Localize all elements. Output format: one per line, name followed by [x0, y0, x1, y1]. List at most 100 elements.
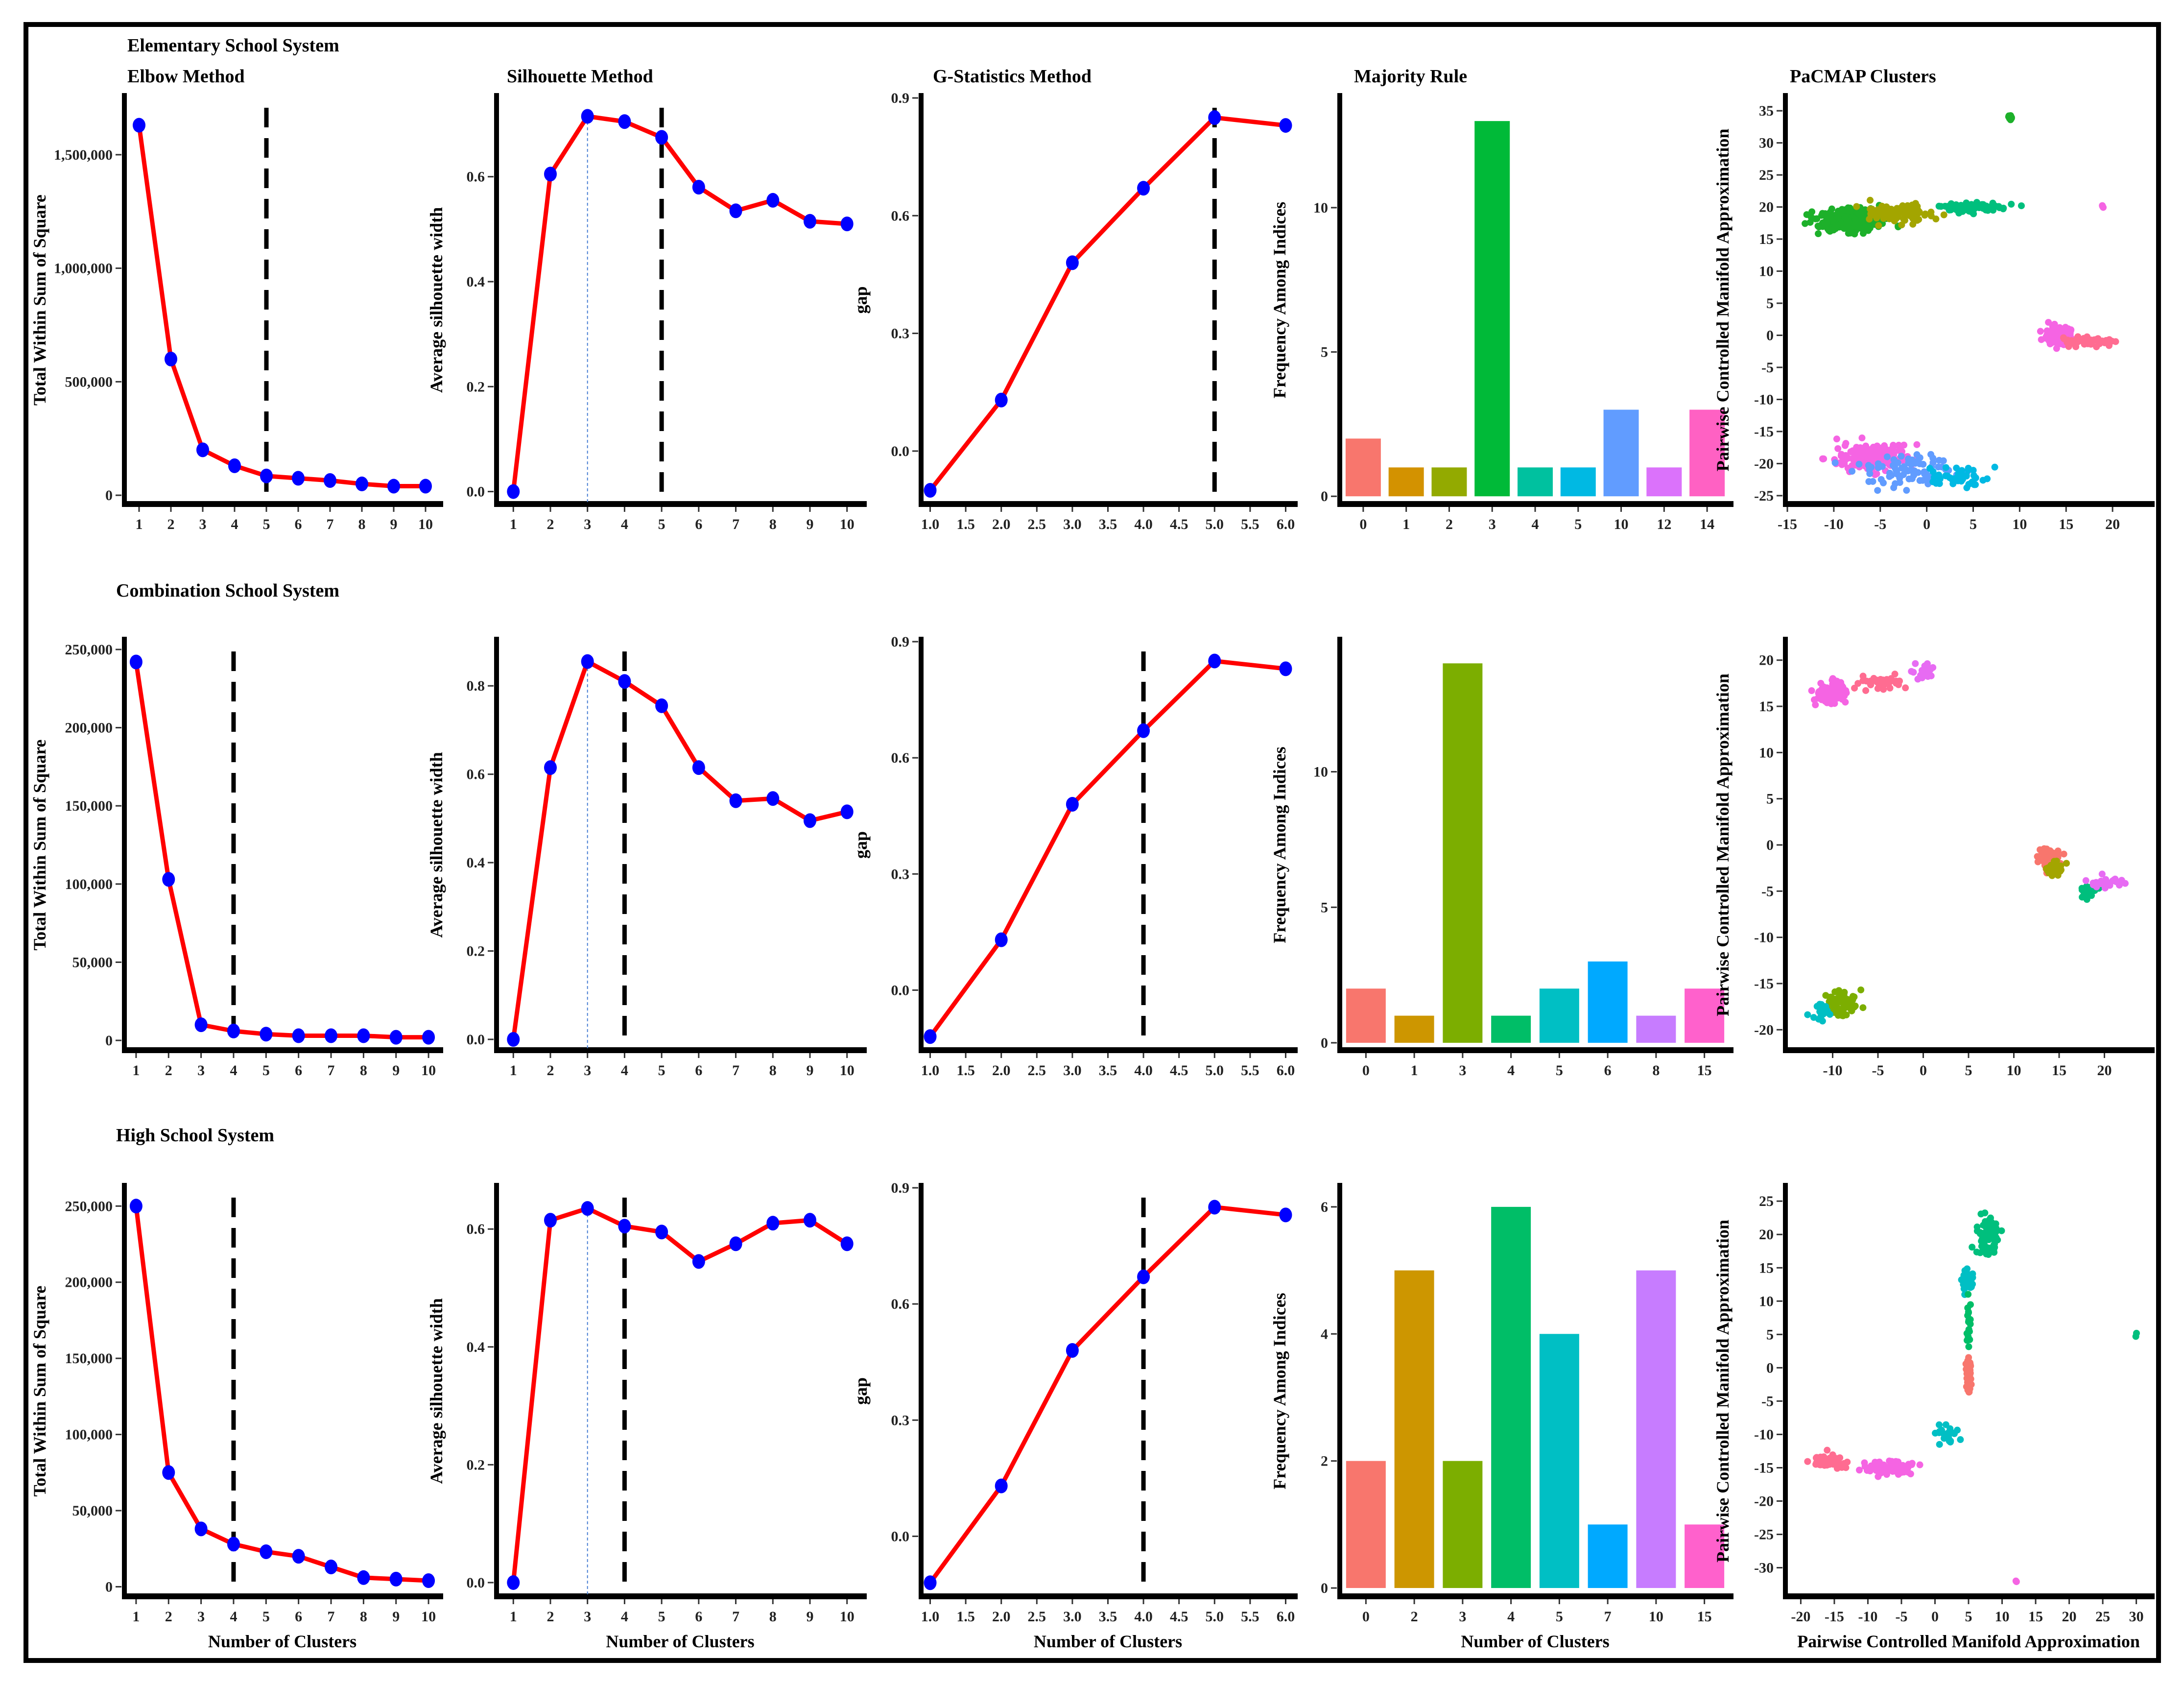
panel-r2-c0: 1 2 3 4 5 6 7 8 9 10 0 50,000 100,000 150,000 200,000 2… [30, 1183, 443, 1651]
x-tick-label: 6 [295, 516, 302, 532]
scatter-point [1932, 216, 1940, 223]
x-tick-label: 12 [1657, 516, 1671, 532]
y-axis-label: Pairwise Controlled Manifold Approximati… [1713, 1220, 1733, 1563]
scatter-point [1972, 481, 1979, 488]
scatter-point [1867, 196, 1874, 204]
x-tick-label: 2.0 [992, 1609, 1011, 1625]
figure-border [24, 22, 2161, 1663]
x-tick-label: 2 [1446, 516, 1453, 532]
x-tick-label: 7 [1604, 1609, 1612, 1625]
y-tick-label: 0 [1766, 328, 1774, 344]
scatter-point [1929, 664, 1937, 671]
y-tick-label: 5 [1321, 344, 1328, 361]
data-point [194, 1521, 208, 1537]
x-tick-label: 10 [2012, 516, 2027, 532]
x-tick-label: 9 [392, 1609, 400, 1625]
bar-15 [1685, 1524, 1725, 1588]
scatter-point [1833, 435, 1840, 443]
scatter-point [1880, 1467, 1888, 1474]
scatter-point [1895, 442, 1902, 450]
data-point [995, 1478, 1008, 1493]
data-point [692, 1254, 705, 1269]
scatter-cluster [1969, 1209, 2005, 1258]
scatter-point [1832, 222, 1839, 230]
y-tick-label: 500,000 [65, 374, 113, 390]
scatter-point [1849, 468, 1856, 475]
x-axis-label: Pairwise Controlled Manifold Approximati… [1797, 1632, 2140, 1651]
x-tick-label: 15 [1697, 1062, 1712, 1079]
x-tick-label: 4 [1532, 516, 1539, 532]
x-tick-label: -15 [1778, 516, 1797, 532]
data-point [924, 482, 937, 498]
series-line [928, 1205, 1286, 1584]
data-point [260, 468, 273, 483]
panel-r0-c2: 1.0 1.5 2.0 2.5 3.0 3.5 4.0 4.5 5.0 5.5 6.0 0.0 0.3 0… [851, 90, 1298, 532]
scatter-point [1807, 213, 1815, 220]
data-point [228, 458, 241, 473]
scatter-point [1927, 451, 1935, 458]
scatter-point [2018, 202, 2025, 210]
series-line [134, 1205, 429, 1583]
x-tick-label: 8 [769, 516, 777, 532]
x-tick-label: 5 [658, 1062, 665, 1079]
scatter-point [1841, 206, 1849, 214]
scatter-point [1868, 1462, 1875, 1469]
scatter-cluster [1856, 1457, 1923, 1480]
scatter-point [2082, 877, 2089, 884]
data-point [389, 1571, 403, 1587]
data-point [618, 674, 631, 689]
scatter-cluster [2060, 333, 2119, 351]
data-point [162, 872, 175, 887]
data-point [840, 1236, 854, 1251]
scatter-point [1822, 1007, 1829, 1014]
scatter-point [1908, 1460, 1916, 1467]
scatter-point [1815, 223, 1823, 231]
scatter-point [1852, 216, 1859, 223]
scatter-point [1874, 449, 1881, 456]
y-tick-label: 0.0 [891, 443, 910, 459]
scatter-point [1964, 1304, 1971, 1312]
bar-0 [1346, 988, 1386, 1043]
scatter-point [1888, 472, 1895, 479]
scatter-point [1958, 478, 1965, 485]
data-point [162, 1465, 175, 1480]
x-tick-label: 5 [1965, 1609, 1972, 1625]
scatter-point [2121, 880, 2129, 887]
y-tick-label: 25 [1759, 1193, 1774, 1209]
bar-10 [1603, 409, 1639, 497]
x-tick-label: 3.0 [1063, 1062, 1082, 1079]
scatter-point [1858, 434, 1866, 442]
data-point [507, 1032, 520, 1047]
scatter-point [1963, 1366, 1970, 1373]
data-point [1066, 255, 1079, 270]
x-tick-label: 7 [732, 1062, 739, 1079]
scatter-point [1817, 679, 1825, 687]
scatter-point [1929, 468, 1937, 476]
data-point [995, 932, 1008, 947]
scatter-point [1913, 451, 1921, 458]
scatter-point [1973, 1227, 1981, 1235]
scatter-point [1883, 453, 1891, 460]
y-tick-label: 10 [1759, 264, 1774, 280]
bar-3 [1474, 121, 1510, 497]
series-line [134, 661, 429, 1040]
y-tick-label: 0 [1766, 1360, 1774, 1376]
scatter-point [1863, 1467, 1871, 1474]
scatter-point [1960, 1272, 1968, 1279]
data-point [729, 1236, 742, 1251]
y-tick-label: -30 [1754, 1560, 1774, 1576]
scatter-point [1875, 222, 1882, 229]
x-tick-label: 3 [1459, 1609, 1466, 1625]
x-tick-label: 6.0 [1277, 516, 1295, 532]
x-tick-label: 6.0 [1277, 1609, 1295, 1625]
scatter-point [2048, 330, 2056, 337]
scatter-point [1965, 1343, 1972, 1350]
x-tick-label: 2.0 [992, 516, 1011, 532]
x-tick-label: 7 [732, 516, 739, 532]
x-tick-label: 2.5 [1028, 516, 1046, 532]
scatter-point [1921, 470, 1928, 478]
x-tick-label: 5 [658, 1609, 665, 1625]
scatter-point [1908, 668, 1915, 675]
x-tick-label: 2.5 [1028, 1062, 1046, 1079]
data-point [227, 1537, 240, 1552]
